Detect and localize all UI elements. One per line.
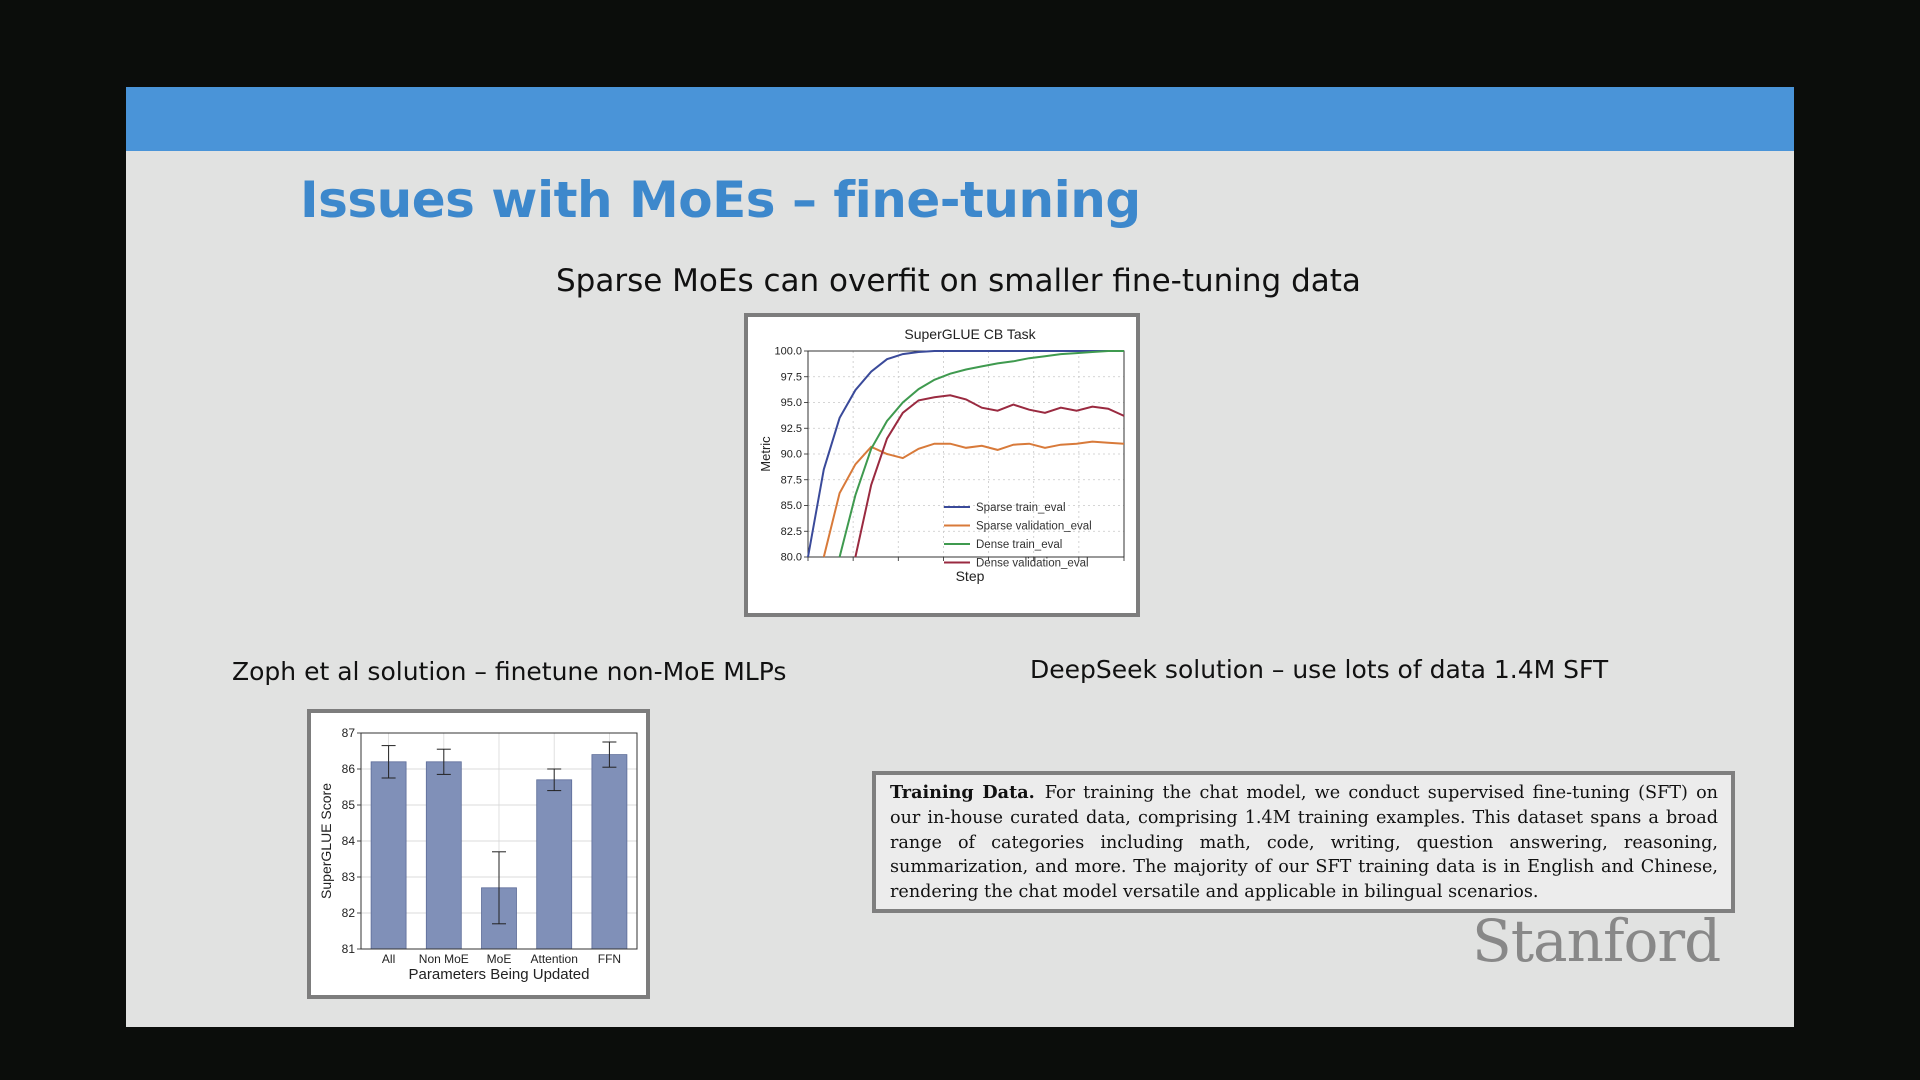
category-label: FFN bbox=[598, 952, 621, 966]
y-tick-label: 90.0 bbox=[781, 449, 802, 461]
y-tick-label: 80.0 bbox=[781, 552, 802, 564]
y-tick-label: 95.0 bbox=[781, 397, 802, 409]
legend-label: Sparse validation_eval bbox=[976, 521, 1092, 533]
y-tick-label: 86 bbox=[342, 762, 356, 776]
header-bar bbox=[126, 87, 1794, 151]
category-label: MoE bbox=[487, 952, 512, 966]
slide-title: Issues with MoEs – fine-tuning bbox=[300, 171, 1141, 229]
series-line bbox=[838, 350, 1124, 558]
bar bbox=[425, 761, 462, 950]
bar-chart-background bbox=[311, 713, 646, 995]
line-chart-background bbox=[748, 317, 1136, 613]
series-line bbox=[807, 350, 1124, 558]
y-tick-label: 84 bbox=[342, 834, 356, 848]
slide: Issues with MoEs – fine-tuning Sparse Mo… bbox=[126, 87, 1794, 1027]
y-tick-label: 97.5 bbox=[781, 371, 802, 383]
y-tick-label: 81 bbox=[342, 942, 356, 956]
chart-title: SuperGLUE CB Task bbox=[904, 326, 1036, 342]
superglue-bar-chart: 81 82 83 84 85 86 87 All Non MoE MoE Attention FFN P… bbox=[311, 713, 646, 995]
bar bbox=[536, 779, 573, 950]
y-tick-label: 92.5 bbox=[781, 423, 802, 435]
bar-chart-plot-frame bbox=[360, 732, 638, 950]
series-line bbox=[854, 394, 1125, 558]
y-tick-label: 83 bbox=[342, 870, 356, 884]
legend-label: Dense train_eval bbox=[976, 539, 1062, 551]
deepseek-caption: DeepSeek solution – use lots of data 1.4… bbox=[1030, 655, 1609, 684]
y-tick-label: 87 bbox=[342, 726, 356, 740]
superglue-line-chart: 80.0 82.5 85.0 87.5 90.0 92.5 95.0 97.5 100.0 Spa… bbox=[748, 317, 1136, 613]
legend-label: Dense validation_eval bbox=[976, 558, 1089, 570]
y-tick-label: 100.0 bbox=[774, 346, 802, 358]
y-tick-label: 87.5 bbox=[781, 474, 802, 486]
y-tick-label: 85 bbox=[342, 798, 356, 812]
stanford-logo: Stanford bbox=[1472, 907, 1721, 975]
category-label: Attention bbox=[531, 952, 578, 966]
superglue-bar-chart-figure: 81 82 83 84 85 86 87 All Non MoE MoE Attention FFN P… bbox=[307, 709, 650, 999]
training-data-excerpt: Training Data. For training the chat mode… bbox=[872, 771, 1735, 913]
category-label: All bbox=[382, 952, 395, 966]
main-caption: Sparse MoEs can overfit on smaller fine-… bbox=[556, 263, 1361, 299]
x-axis-label: Parameters Being Updated bbox=[409, 966, 590, 983]
y-axis-label: SuperGLUE Score bbox=[318, 783, 334, 899]
bar bbox=[370, 761, 407, 950]
superglue-line-chart-figure: 80.0 82.5 85.0 87.5 90.0 92.5 95.0 97.5 100.0 Spa… bbox=[744, 313, 1140, 617]
x-axis-label: Step bbox=[956, 568, 985, 584]
training-data-body: For training the chat model, we conduct … bbox=[890, 783, 1718, 903]
y-axis-label: Metric bbox=[758, 436, 773, 472]
zoph-caption: Zoph et al solution – finetune non-MoE M… bbox=[232, 657, 787, 686]
y-tick-label: 82.5 bbox=[781, 526, 802, 538]
y-tick-label: 82 bbox=[342, 906, 356, 920]
training-data-heading: Training Data. bbox=[890, 782, 1035, 803]
series-line bbox=[822, 440, 1125, 558]
bar bbox=[591, 754, 628, 950]
legend-label: Sparse train_eval bbox=[976, 502, 1066, 514]
category-label: Non MoE bbox=[419, 952, 469, 966]
y-tick-label: 85.0 bbox=[781, 500, 802, 512]
